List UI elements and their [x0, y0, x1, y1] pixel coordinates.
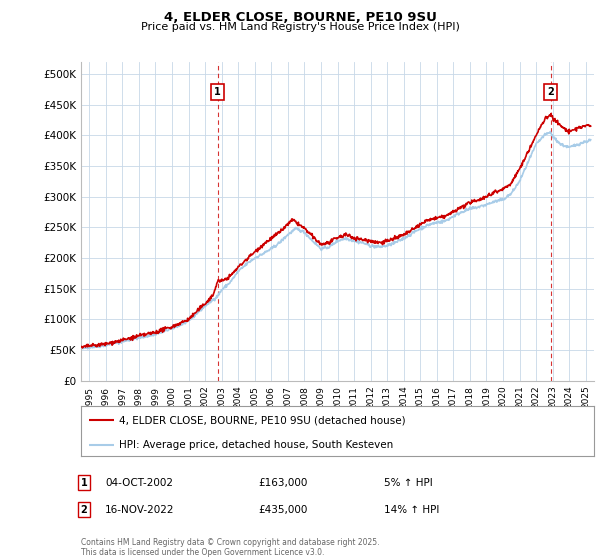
Text: Price paid vs. HM Land Registry's House Price Index (HPI): Price paid vs. HM Land Registry's House …	[140, 22, 460, 32]
Text: 2: 2	[80, 505, 88, 515]
Text: 16-NOV-2022: 16-NOV-2022	[105, 505, 175, 515]
Text: 4, ELDER CLOSE, BOURNE, PE10 9SU: 4, ELDER CLOSE, BOURNE, PE10 9SU	[164, 11, 436, 24]
Text: £163,000: £163,000	[258, 478, 307, 488]
Text: HPI: Average price, detached house, South Kesteven: HPI: Average price, detached house, Sout…	[119, 440, 394, 450]
Text: 1: 1	[80, 478, 88, 488]
Text: 4, ELDER CLOSE, BOURNE, PE10 9SU (detached house): 4, ELDER CLOSE, BOURNE, PE10 9SU (detach…	[119, 415, 406, 425]
Text: 04-OCT-2002: 04-OCT-2002	[105, 478, 173, 488]
Text: 5% ↑ HPI: 5% ↑ HPI	[384, 478, 433, 488]
Text: 14% ↑ HPI: 14% ↑ HPI	[384, 505, 439, 515]
Text: Contains HM Land Registry data © Crown copyright and database right 2025.
This d: Contains HM Land Registry data © Crown c…	[81, 538, 380, 557]
Text: 2: 2	[547, 87, 554, 97]
Text: 1: 1	[214, 87, 221, 97]
Text: £435,000: £435,000	[258, 505, 307, 515]
